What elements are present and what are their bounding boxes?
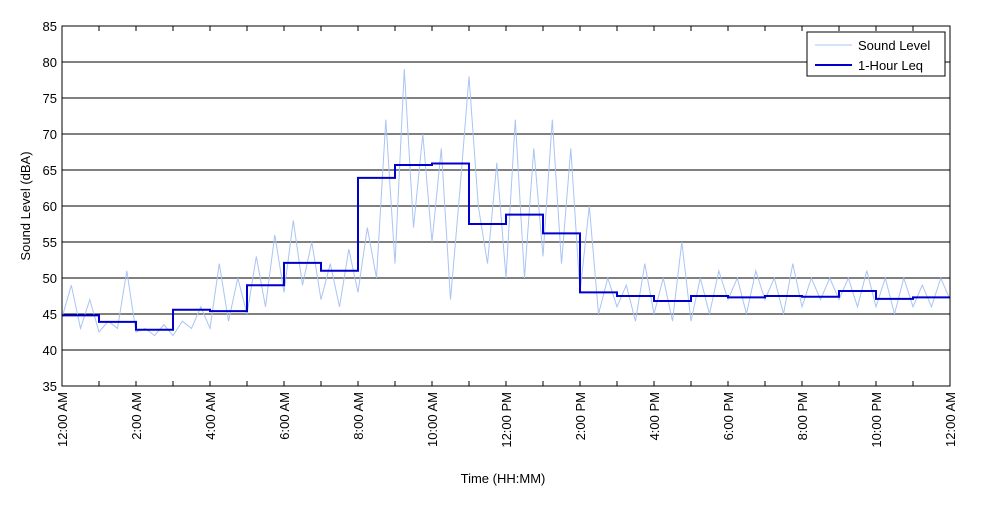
x-tick-label-8: 4:00 PM — [647, 392, 662, 440]
y-tick-label-75: 75 — [43, 91, 57, 106]
y-tick-label-85: 85 — [43, 19, 57, 34]
series-1-hour-leq — [62, 162, 950, 331]
y-axis: 35 40 45 50 55 60 65 70 75 80 85 — [43, 19, 57, 394]
y-tick-label-40: 40 — [43, 343, 57, 358]
x-tick-label-9: 6:00 PM — [721, 392, 736, 440]
y-tick-label-45: 45 — [43, 307, 57, 322]
y-tick-label-65: 65 — [43, 163, 57, 178]
legend-label-sound-level: Sound Level — [858, 38, 930, 53]
series-layer — [61, 69, 951, 337]
x-tick-label-4: 8:00 AM — [351, 392, 366, 440]
y-tick-label-35: 35 — [43, 379, 57, 394]
x-tick-label-3: 6:00 AM — [277, 392, 292, 440]
legend-box — [806, 31, 946, 77]
x-tick-label-10: 8:00 PM — [795, 392, 810, 440]
x-tick-label-12: 12:00 AM — [943, 392, 958, 447]
y-axis-label: Sound Level (dBA) — [18, 151, 33, 260]
legend-label-leq: 1-Hour Leq — [858, 58, 923, 73]
x-tick-label-2: 4:00 AM — [203, 392, 218, 440]
x-tick-label-7: 2:00 PM — [573, 392, 588, 440]
x-tick-label-1: 2:00 AM — [129, 392, 144, 440]
x-axis-label: Time (HH:MM) — [461, 471, 546, 486]
x-tick-label-0: 12:00 AM — [55, 392, 70, 447]
y-tick-label-80: 80 — [43, 55, 57, 70]
series-sound-level — [61, 69, 951, 337]
x-tick-label-5: 10:00 AM — [425, 392, 440, 447]
y-tick-label-50: 50 — [43, 271, 57, 286]
y-tick-label-70: 70 — [43, 127, 57, 142]
x-tick-label-11: 10:00 PM — [869, 392, 884, 448]
y-tick-label-55: 55 — [43, 235, 57, 250]
x-axis: 12:00 AM 2:00 AM 4:00 AM 6:00 AM 8:00 AM 10:0… — [55, 26, 958, 448]
y-tick-label-60: 60 — [43, 199, 57, 214]
x-tick-label-6: 12:00 PM — [499, 392, 514, 448]
legend: Sound Level 1-Hour Leq — [806, 31, 946, 77]
